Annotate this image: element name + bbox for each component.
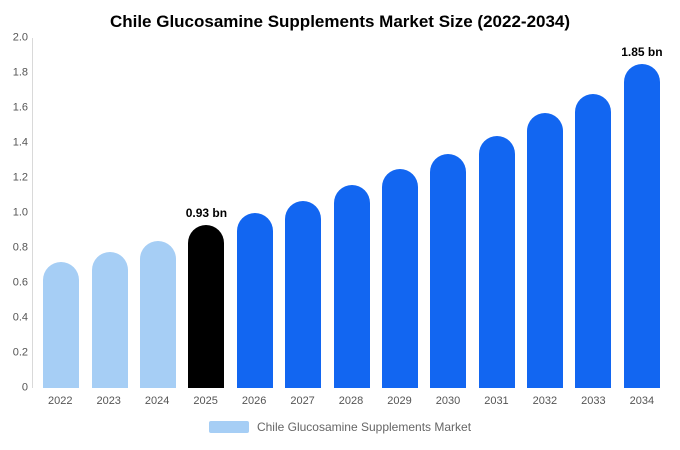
y-axis: 0 0.2 0.4 0.6 0.8 1.0 1.2 1.4 1.6 1.8 2.0 (6, 32, 32, 393)
bar-column: 0.93 bn (182, 38, 230, 388)
y-tick-label: 1.0 (12, 206, 28, 219)
y-tick-label: 1.2 (12, 171, 28, 184)
legend-swatch (208, 421, 249, 433)
bar (236, 213, 273, 388)
x-tick-label: 2033 (581, 395, 606, 407)
x-tick-label: 2031 (484, 395, 509, 407)
bar-column (327, 38, 375, 388)
y-tick-label: 1.8 (12, 66, 28, 79)
x-tick-label: 2030 (435, 395, 461, 407)
bar (623, 64, 660, 388)
bar (575, 94, 612, 388)
bar (285, 200, 322, 388)
bar-value-label: 1.85 bn (621, 45, 663, 60)
bar (43, 262, 80, 388)
bar-column (37, 38, 85, 388)
x-tick-label: 2034 (629, 395, 655, 407)
bar-column (85, 38, 133, 388)
y-tick-label: 0.6 (12, 276, 28, 289)
x-tick-label: 2023 (96, 395, 121, 407)
x-tick-label: 2027 (290, 395, 315, 407)
bar (478, 136, 515, 388)
x-tick-label: 2026 (241, 395, 267, 407)
bar-column: 1.85 bn (618, 38, 666, 388)
bar (381, 169, 418, 388)
legend: Chile Glucosamine Supplements Market (0, 420, 680, 434)
x-tick-label: 2029 (387, 395, 412, 407)
x-tick-label: 2024 (144, 395, 170, 407)
bar-value-label: 0.93 bn (185, 206, 228, 221)
bar (430, 153, 467, 388)
bar-column (376, 38, 424, 388)
bar-column (424, 38, 472, 388)
x-tick-label: 2025 (193, 395, 218, 407)
bar-column (569, 38, 617, 388)
bar-column (473, 38, 521, 388)
y-tick-label: 0.8 (12, 241, 28, 254)
plot-area: 0.93 bn 1.85 bn (32, 38, 670, 388)
bar (139, 241, 176, 388)
x-tick-label: 2022 (47, 395, 73, 407)
y-tick-label: 1.6 (12, 101, 28, 114)
bar (91, 251, 128, 388)
x-tick-label: 2032 (532, 395, 558, 407)
y-tick-label: 1.4 (12, 136, 28, 149)
bar-column (231, 38, 279, 388)
x-tick-label: 2028 (338, 395, 364, 407)
bar (333, 185, 370, 388)
y-tick-label: 0.2 (12, 346, 28, 359)
bars-row: 0.93 bn 1.85 bn (33, 38, 670, 388)
bar (188, 225, 225, 388)
plot-column: 0.93 bn 1.85 bn 2022 2023 2024 2025 2026 2027 2… (32, 38, 670, 407)
chart-title: Chile Glucosamine Supplements Market Siz… (109, 12, 571, 31)
y-tick-label: 0 (21, 381, 28, 394)
bar-chart: 0 0.2 0.4 0.6 0.8 1.0 1.2 1.4 1.6 1.8 2.0 0.93 bn 1… (6, 32, 670, 407)
bar-column (134, 38, 182, 388)
bar-column (521, 38, 569, 388)
legend-label: Chile Glucosamine Supplements Market (256, 420, 472, 434)
bar-column (279, 38, 327, 388)
y-tick-label: 0.4 (12, 311, 28, 324)
bar (527, 113, 564, 388)
x-axis: 2022 2023 2024 2025 2026 2027 2028 2029 2030 2031… (32, 395, 670, 407)
y-tick-label: 2.0 (12, 31, 28, 44)
